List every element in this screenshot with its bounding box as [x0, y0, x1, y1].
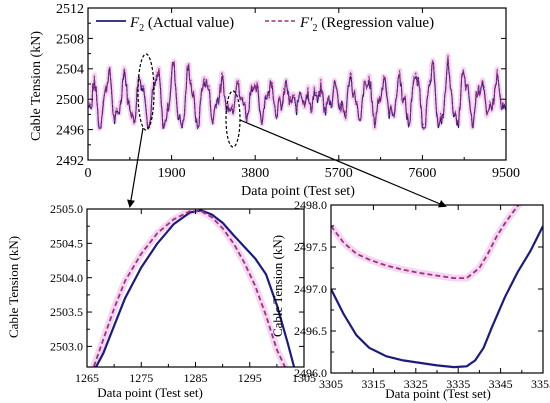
legend-actual-label: F2 (Actual value): [129, 15, 234, 34]
legend-regression-label: F′2 (Regression value): [299, 15, 434, 34]
main-y-axis-label: Cable Tension (kN): [29, 31, 44, 141]
zoom-region-left-marker: [137, 53, 155, 131]
zoom-right-panel: 3305 3315 3325 3335 3345 3355 2496.0 2496.5 2497…: [270, 198, 550, 401]
zoom-left-series-actual: [94, 209, 296, 367]
zoom-left-x-tick-label: 1295: [238, 371, 262, 385]
zoom-left-x-tick-label: 1265: [75, 371, 99, 385]
zoom-right-regression-band: [331, 205, 523, 282]
main-series-regression: [88, 55, 506, 131]
zoom-left-x-tick-label: 1275: [129, 371, 153, 385]
zoom-left-y-axis-label: Cable Tension (kN): [6, 236, 21, 338]
main-series-lines: [88, 52, 506, 132]
zoom-left-axis-ticks: 1265 1275 1285 1295 1305 2503.0 2503.5 2504.0 25…: [50, 202, 316, 385]
main-x-tick-label: 1900: [158, 166, 186, 181]
zoom-right-axis-ticks: 3305 3315 3325 3335 3345 3355 2496.0 2496.5 2497…: [294, 198, 550, 391]
zoom-right-y-tick-label: 2496.5: [294, 324, 327, 338]
zoom-left-regression-band: [90, 209, 289, 367]
zoom-left-panel: 1265 1275 1285 1295 1305 2503.0 2503.5 2504.0 25…: [6, 202, 316, 400]
zoom-right-x-tick-label: 3355: [531, 377, 550, 391]
main-y-tick-label: 2508: [56, 32, 84, 47]
zoom-left-y-tick-label: 2504.0: [50, 271, 83, 285]
main-x-tick-label: 3800: [241, 166, 269, 181]
main-chart-panel: 0 1900 3800 5700 7600 9500 2492 2496 2500 2504 250…: [29, 2, 520, 199]
zoom-left-x-axis-label: Data point (Test set): [97, 385, 203, 400]
zoom-right-series-actual: [331, 225, 543, 369]
zoom-left-y-tick-label: 2505.0: [50, 202, 83, 216]
zoom-right-y-tick-label: 2496.0: [294, 366, 327, 380]
zoom-arrow-right: [239, 119, 447, 208]
zoom-right-x-tick-label: 3305: [319, 377, 343, 391]
main-x-tick-label: 7600: [408, 166, 436, 181]
main-x-tick-label: 5700: [325, 166, 353, 181]
zoom-left-series-regression: [92, 210, 287, 367]
zoom-right-x-tick-label: 3325: [404, 377, 428, 391]
main-y-tick-label: 2500: [56, 93, 84, 108]
zoom-arrow-left: [127, 127, 144, 208]
zoom-right-x-tick-label: 3345: [489, 377, 513, 391]
zoom-right-y-axis-label: Cable Tension (kN): [270, 235, 285, 337]
zoom-left-x-tick-label: 1305: [292, 371, 316, 385]
zoom-region-right-marker: [225, 90, 241, 148]
main-y-tick-label: 2492: [56, 154, 84, 169]
main-y-tick-label: 2512: [56, 2, 84, 17]
zoom-left-y-tick-label: 2504.5: [50, 237, 83, 251]
main-x-tick-label: 9500: [492, 166, 520, 181]
main-x-axis-label: Data point (Test set): [241, 184, 355, 199]
zoom-right-x-axis-label: Data point (Test set): [385, 386, 491, 401]
zoom-right-y-tick-label: 2497.0: [294, 282, 327, 296]
zoom-left-x-tick-label: 1285: [184, 371, 208, 385]
zoom-right-frame: [330, 204, 544, 374]
zoom-left-y-tick-label: 2503.0: [50, 340, 83, 354]
zoom-right-x-tick-label: 3335: [446, 377, 470, 391]
zoom-right-y-tick-label: 2497.5: [294, 240, 327, 254]
main-y-tick-label: 2496: [56, 124, 84, 139]
zoom-right-series-regression: [331, 205, 520, 279]
main-axis-ticks: 0 1900 3800 5700 7600 9500 2492 2496 2500 2504 250…: [56, 2, 520, 181]
main-x-tick-label: 0: [85, 166, 92, 181]
zoom-left-y-tick-label: 2503.5: [50, 305, 83, 319]
zoom-right-y-tick-label: 2498.0: [294, 198, 327, 212]
zoom-right-series-lines: [331, 205, 543, 369]
legend: F2 (Actual value) F′2 (Regression value): [96, 15, 434, 34]
main-y-tick-label: 2504: [56, 63, 84, 78]
zoom-left-series-lines: [90, 209, 296, 367]
zoom-right-x-tick-label: 3315: [361, 377, 385, 391]
